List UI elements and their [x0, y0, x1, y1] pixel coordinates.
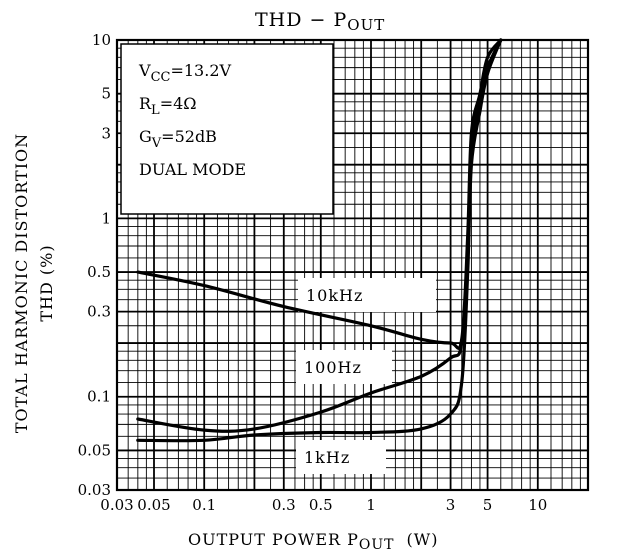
- x-tick-label: 0.05: [137, 496, 170, 514]
- x-tick-label: 5: [483, 496, 493, 514]
- series-label: 10kHz: [306, 286, 363, 305]
- y-tick-label: 0.3: [87, 303, 111, 321]
- y-tick-label: 10: [92, 31, 111, 49]
- x-axis-title: OUTPUT POWER POUT (W): [188, 530, 438, 553]
- chart-title-sub: OUT: [347, 16, 385, 34]
- grid-layer: [115, 38, 590, 492]
- condition-main: G: [139, 127, 152, 146]
- y-tick-label: 0.05: [78, 441, 111, 459]
- condition-main: V: [138, 61, 151, 80]
- y-tick-label: 3: [101, 124, 111, 142]
- condition-text: RL=4Ω: [139, 94, 197, 118]
- condition-value: =52dB: [161, 127, 217, 146]
- y-tick-label: 5: [101, 85, 111, 103]
- x-tick-label: 3: [446, 496, 456, 514]
- condition-text: VCC=13.2V: [138, 61, 232, 85]
- y-tick-label: 0.5: [87, 263, 111, 281]
- condition-sub: V: [151, 136, 162, 151]
- chart-title-main: THD − P: [255, 9, 347, 31]
- plot-frame: [115, 38, 590, 492]
- x-axis-title-unit: (W): [407, 530, 439, 549]
- x-tick-label: 10: [528, 496, 547, 514]
- series-line: [136, 38, 503, 443]
- x-tick-label: 0.3: [272, 496, 296, 514]
- x-axis-title-main: OUTPUT POWER P: [188, 530, 359, 549]
- condition-value: =13.2V: [170, 61, 231, 80]
- condition-value: =4Ω: [160, 94, 197, 113]
- series-label-box: [298, 278, 436, 312]
- x-tick-label: 0.03: [100, 496, 133, 514]
- condition-text: DUAL MODE: [139, 160, 246, 179]
- conditions-box: [120, 43, 334, 215]
- tick-layer: 0.03 0.05 0.1 0.3 0.5 1 3 5 100.030.050.10.30.51…: [78, 31, 548, 514]
- curve-layer: [136, 38, 503, 443]
- series-label-box: [296, 440, 386, 474]
- y-tick-label: 0.1: [87, 388, 111, 406]
- condition-sub: L: [151, 103, 160, 118]
- label-box-layer: [120, 43, 436, 474]
- y-axis-title-line2: THD (%): [37, 244, 56, 321]
- series-label-box: [296, 350, 392, 384]
- y-axis-title-line1: TOTAL HARMONIC DISTORTION: [12, 133, 31, 433]
- x-tick-label: 1: [366, 496, 376, 514]
- condition-main: R: [139, 94, 152, 113]
- x-tick-label: 0.1: [192, 496, 216, 514]
- condition-sub: CC: [151, 70, 171, 85]
- y-tick-label: 0.03: [78, 481, 111, 499]
- series-label: 100Hz: [304, 358, 362, 377]
- series-label: 1kHz: [304, 448, 350, 467]
- condition-text: GV=52dB: [139, 127, 217, 151]
- y-tick-label: 1: [101, 209, 111, 227]
- x-axis-title-sub: OUT: [359, 537, 395, 553]
- condition-main: DUAL MODE: [139, 160, 246, 179]
- x-tick-label: 0.5: [309, 496, 333, 514]
- chart-title: THD − POUT: [255, 9, 385, 34]
